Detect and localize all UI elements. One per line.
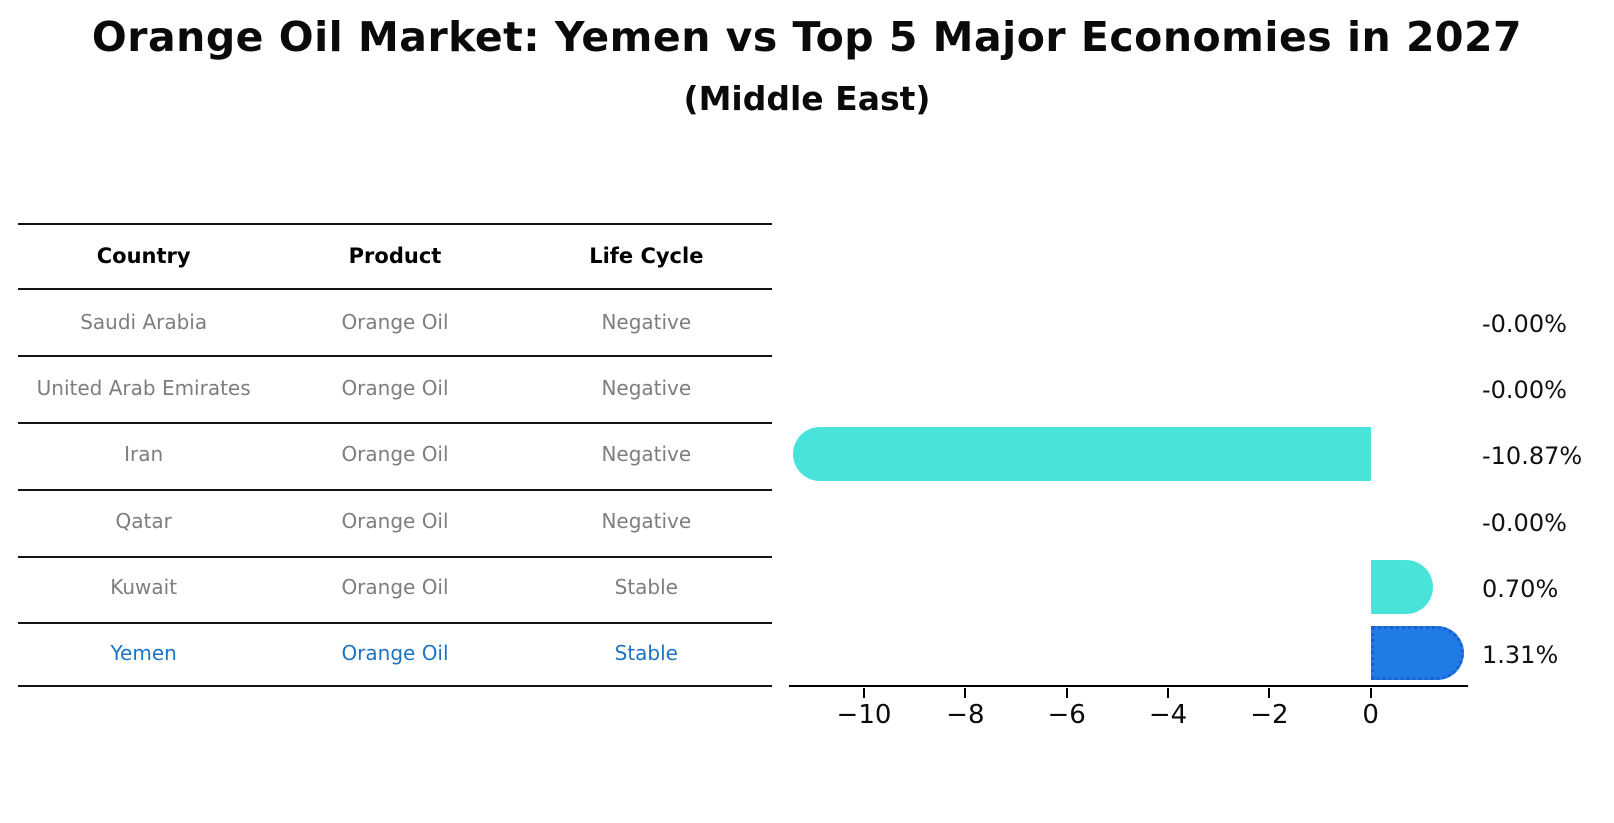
table-cell: Negative (601, 442, 692, 467)
table-cell: Orange Oil (341, 376, 449, 401)
x-tick-mark (1065, 688, 1068, 698)
table-header-row: Country Product Life Cycle (18, 223, 772, 289)
x-tick-label: −10 (836, 700, 892, 730)
table-cell: Negative (601, 508, 692, 533)
table-cell: Orange Oil (341, 641, 449, 665)
bar-value-label: 0.70% (1482, 574, 1559, 603)
table-header-cell: Product (348, 244, 442, 268)
x-tick-label: −8 (946, 700, 985, 730)
table-rule-2 (18, 355, 772, 357)
x-tick-mark (1268, 688, 1271, 698)
table-cell: United Arab Emirates (36, 376, 251, 401)
table-cell: Kuwait (110, 574, 178, 599)
bar-kuwait (1370, 559, 1434, 614)
table-cell: Negative (601, 310, 692, 334)
table-cell: Iran (124, 442, 164, 467)
table-row: Iran Orange Oil Negative (18, 421, 772, 487)
x-tick-mark (964, 688, 967, 698)
x-axis-line (789, 685, 1468, 687)
table-rule-3 (18, 422, 772, 424)
table-rule-4 (18, 489, 772, 491)
country-table: Country Product Life Cycle Saudi Arabia Oran… (18, 223, 772, 688)
table-cell: Yemen (110, 641, 177, 665)
x-tick-label: −2 (1250, 700, 1289, 730)
table-row: Yemen Orange Oil Stable (18, 620, 772, 686)
x-tick-mark (1369, 688, 1372, 698)
table-cell: Stable (614, 641, 678, 665)
table-header-cell: Life Cycle (589, 244, 704, 268)
x-tick-mark (862, 688, 865, 698)
table-cell: Orange Oil (341, 310, 449, 334)
page-subtitle: (Middle East) (683, 79, 931, 118)
table-cell: Saudi Arabia (80, 310, 208, 334)
table-cell: Orange Oil (341, 442, 449, 467)
page-title: Orange Oil Market: Yemen vs Top 5 Major … (91, 13, 1523, 61)
x-tick-label: −6 (1047, 700, 1086, 730)
table-row: Saudi Arabia Orange Oil Negative (18, 289, 772, 355)
x-tick-mark (1167, 688, 1170, 698)
bar-value-label: 1.31% (1482, 641, 1559, 669)
table-rule-0 (18, 223, 772, 225)
table-header-cell: Country (96, 244, 191, 268)
bar-value-label: -0.00% (1482, 376, 1567, 405)
bar-value-label: -0.00% (1482, 508, 1567, 537)
bar-iran (792, 427, 1371, 482)
x-tick-label: −4 (1148, 700, 1188, 730)
bar-chart: −10 −8 −6 −4 −2 0 -0.00% -0.00% -10.87% -0.00% 0.7… (789, 280, 1582, 730)
table-rule-1 (18, 288, 772, 290)
table-row: United Arab Emirates Orange Oil Negative (18, 355, 772, 421)
bar-value-label: -0.00% (1482, 310, 1567, 338)
table-cell: Negative (601, 376, 692, 401)
table-cell: Stable (614, 574, 678, 599)
table-rule-7 (18, 685, 772, 687)
bar-value-label: -10.87% (1482, 442, 1583, 471)
table-rule-6 (18, 622, 772, 624)
table-row: Qatar Orange Oil Negative (18, 488, 772, 554)
table-rule-5 (18, 556, 772, 558)
bar-yemen (1370, 626, 1465, 680)
table-row: Kuwait Orange Oil Stable (18, 554, 772, 620)
x-tick-label: 0 (1362, 700, 1379, 730)
table-cell: Qatar (115, 508, 172, 533)
table-cell: Orange Oil (341, 574, 449, 599)
table-cell: Orange Oil (341, 508, 449, 533)
